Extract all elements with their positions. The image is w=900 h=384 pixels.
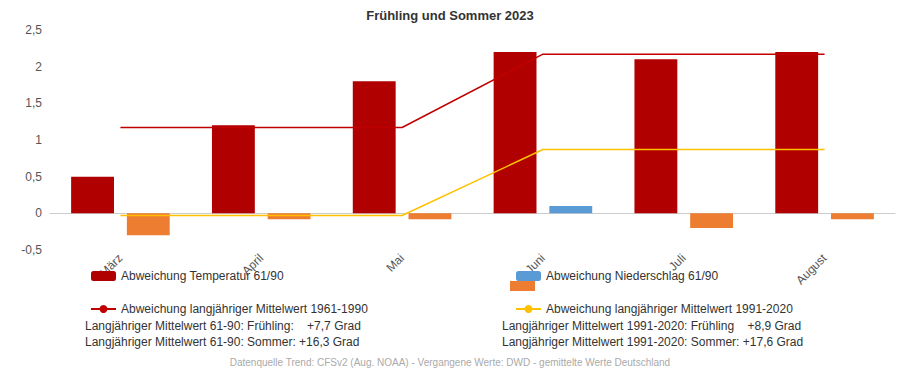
svg-text:Mai: Mai (383, 251, 407, 275)
svg-text:Abweichung langjähriger Mittel: Abweichung langjähriger Mittelwert 1991-… (546, 302, 793, 316)
svg-text:Langjähriger Mittelwert 1991-2: Langjähriger Mittelwert 1991-2020: Somme… (502, 335, 803, 349)
svg-text:Datenquelle Trend: CFSv2 (Aug.: Datenquelle Trend: CFSv2 (Aug. NOAA) - V… (230, 357, 670, 368)
svg-text:0,5: 0,5 (25, 170, 42, 184)
svg-text:April: April (239, 251, 267, 278)
svg-text:1,5: 1,5 (25, 96, 42, 110)
svg-text:1: 1 (35, 133, 42, 147)
svg-text:Langjähriger Mittelwert 61-90:: Langjähriger Mittelwert 61-90: Frühling:… (85, 319, 361, 333)
svg-text:Frühling und Sommer 2023: Frühling und Sommer 2023 (366, 8, 534, 23)
svg-text:August: August (793, 251, 830, 288)
svg-text:Langjähriger Mittelwert 61-90:: Langjähriger Mittelwert 61-90: Sommer: +… (85, 335, 359, 349)
svg-text:Abweichung langjähriger Mittel: Abweichung langjähriger Mittelwert 1961-… (121, 302, 368, 316)
svg-text:2: 2 (35, 60, 42, 74)
svg-text:-0,5: -0,5 (21, 243, 42, 257)
svg-text:März: März (96, 251, 126, 280)
svg-text:Langjähriger Mittelwert 1991-2: Langjähriger Mittelwert 1991-2020: Frühl… (502, 319, 801, 333)
svg-text:Abweichung Niederschlag 61/90: Abweichung Niederschlag 61/90 (546, 269, 718, 283)
svg-text:2,5: 2,5 (25, 23, 42, 37)
svg-text:Juni: Juni (522, 251, 548, 277)
svg-text:Abweichung Temperatur 61/90: Abweichung Temperatur 61/90 (121, 269, 284, 283)
svg-text:Juli: Juli (666, 251, 689, 274)
svg-text:0: 0 (35, 206, 42, 220)
